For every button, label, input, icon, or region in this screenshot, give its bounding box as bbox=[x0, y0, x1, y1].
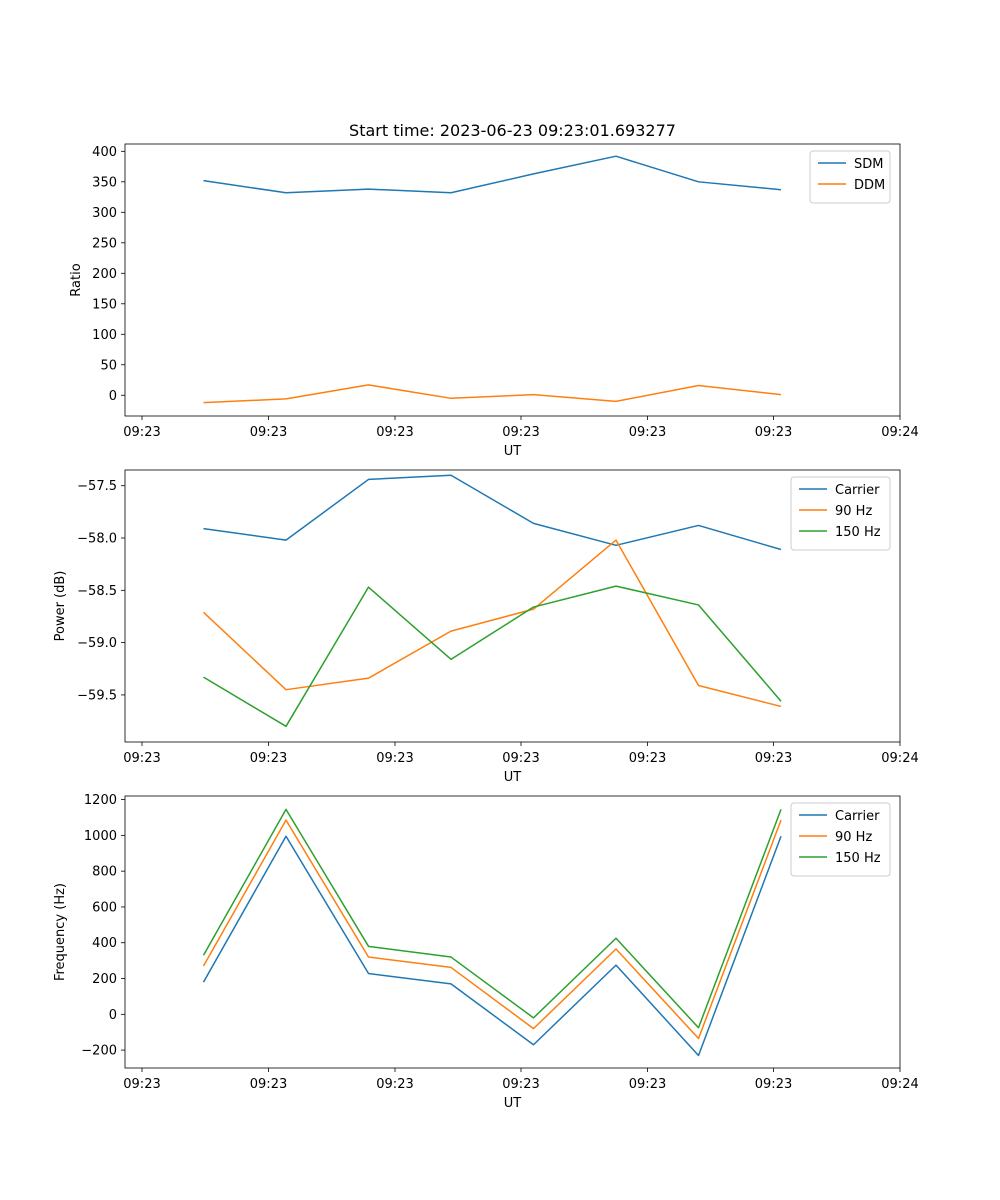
x-tick-label: 09:23 bbox=[502, 425, 539, 440]
legend-label: 90 Hz bbox=[835, 504, 872, 519]
x-tick-label: 09:23 bbox=[376, 751, 413, 766]
y-tick-label: 250 bbox=[92, 236, 117, 251]
y-tick-label: −58.0 bbox=[77, 532, 117, 547]
x-tick-label: 09:23 bbox=[123, 751, 160, 766]
legend-label: 90 Hz bbox=[835, 830, 872, 845]
x-tick-label: 09:23 bbox=[755, 425, 792, 440]
y-tick-label: 0 bbox=[109, 389, 117, 404]
y-tick-label: 300 bbox=[92, 206, 117, 221]
x-tick-label: 09:23 bbox=[755, 1077, 792, 1092]
legend-label: DDM bbox=[854, 178, 885, 193]
chart-power: 09:23 09:23 09:23 09:23 09:23 09:23 09:24 −59.5… bbox=[53, 469, 919, 785]
x-tick-label: 09:24 bbox=[881, 1077, 918, 1092]
y-tick-label: 0 bbox=[109, 1008, 117, 1023]
chart-frequency: 09:23 09:23 09:23 09:23 09:23 09:23 09:24 −200 0… bbox=[53, 793, 919, 1111]
y-tick-label: 200 bbox=[92, 267, 117, 282]
legend-label: SDM bbox=[854, 157, 883, 172]
legend: SDM DDM bbox=[809, 150, 891, 204]
y-tick-label: 50 bbox=[100, 358, 117, 373]
x-tick-label: 09:23 bbox=[629, 751, 666, 766]
plot-frame bbox=[124, 143, 901, 417]
x-tick-label: 09:23 bbox=[123, 425, 160, 440]
x-tick-label: 09:23 bbox=[376, 425, 413, 440]
y-tick-label: 600 bbox=[92, 900, 117, 915]
x-tick-label: 09:23 bbox=[250, 751, 287, 766]
legend-label: Carrier bbox=[835, 809, 880, 824]
plot-frame bbox=[124, 795, 901, 1069]
y-tick-label: 200 bbox=[92, 972, 117, 987]
y-tick-label: 100 bbox=[92, 328, 117, 343]
legend: Carrier 90 Hz 150 Hz bbox=[790, 802, 891, 877]
x-axis-label: UT bbox=[504, 1096, 522, 1111]
y-axis-label: Power (dB) bbox=[53, 571, 68, 642]
series-line-90-hz bbox=[202, 819, 782, 1040]
x-tick-label: 09:23 bbox=[250, 425, 287, 440]
y-tick-label: −58.5 bbox=[77, 584, 117, 599]
series-line-150-hz bbox=[202, 808, 782, 1029]
chart-ratio: 09:23 09:23 09:23 09:23 09:23 09:23 09:24 0 50 10… bbox=[69, 143, 919, 459]
plot-frame bbox=[124, 469, 901, 743]
legend: Carrier 90 Hz 150 Hz bbox=[790, 476, 891, 551]
y-tick-label: −200 bbox=[81, 1044, 117, 1059]
x-tick-label: 09:23 bbox=[250, 1077, 287, 1092]
y-tick-label: 400 bbox=[92, 145, 117, 160]
y-tick-label: −59.0 bbox=[77, 636, 117, 651]
x-tick-label: 09:23 bbox=[502, 751, 539, 766]
y-tick-label: 1000 bbox=[84, 829, 117, 844]
x-axis-label: UT bbox=[504, 770, 522, 785]
y-tick-label: 150 bbox=[92, 297, 117, 312]
y-tick-label: 800 bbox=[92, 865, 117, 880]
legend-label: Carrier bbox=[835, 483, 880, 498]
y-tick-label: −57.5 bbox=[77, 479, 117, 494]
x-tick-label: 09:23 bbox=[502, 1077, 539, 1092]
x-axis-label: UT bbox=[504, 444, 522, 459]
x-tick-label: 09:23 bbox=[629, 1077, 666, 1092]
y-tick-label: 1200 bbox=[84, 793, 117, 808]
x-tick-label: 09:23 bbox=[376, 1077, 413, 1092]
series-line-carrier bbox=[203, 474, 782, 551]
legend-label: 150 Hz bbox=[835, 851, 881, 866]
series-line-150-hz bbox=[203, 585, 782, 728]
y-tick-label: −59.5 bbox=[77, 688, 117, 703]
series-line-sdm bbox=[203, 155, 782, 194]
y-axis-label: Frequency (Hz) bbox=[53, 883, 68, 981]
series-line-carrier bbox=[202, 835, 782, 1057]
legend-label: 150 Hz bbox=[835, 525, 881, 540]
x-tick-label: 09:23 bbox=[629, 425, 666, 440]
x-tick-label: 09:24 bbox=[881, 751, 918, 766]
series-line-ddm bbox=[203, 384, 782, 404]
x-tick-label: 09:23 bbox=[123, 1077, 160, 1092]
x-tick-label: 09:24 bbox=[881, 425, 918, 440]
figure-title: Start time: 2023-06-23 09:23:01.693277 bbox=[349, 121, 676, 140]
x-tick-label: 09:23 bbox=[755, 751, 792, 766]
y-tick-label: 350 bbox=[92, 175, 117, 190]
series-line-90-hz bbox=[202, 539, 782, 708]
y-tick-label: 400 bbox=[92, 936, 117, 951]
legend-box bbox=[809, 150, 891, 204]
y-axis-label: Ratio bbox=[69, 263, 84, 296]
